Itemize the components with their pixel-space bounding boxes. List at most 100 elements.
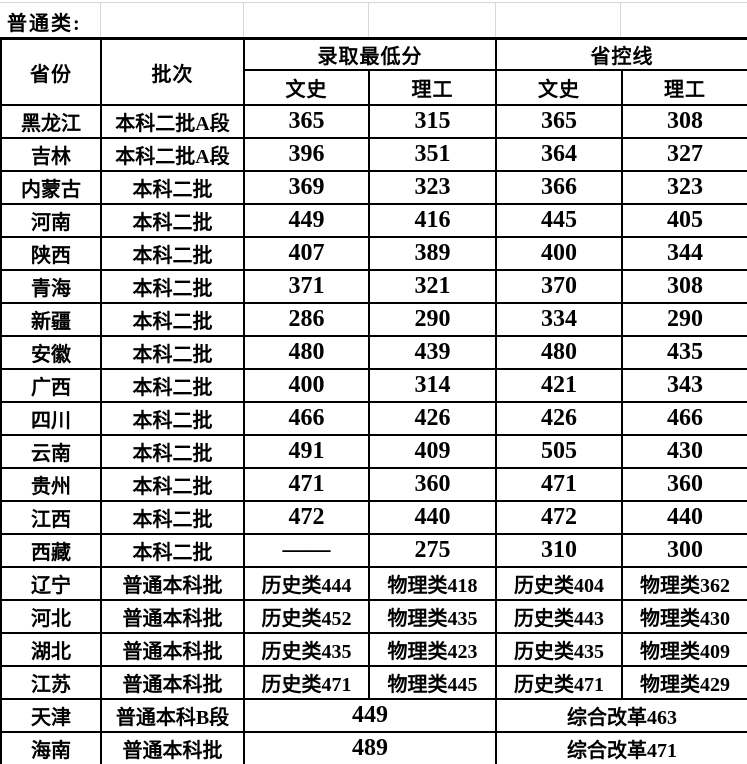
- cell-min-ligong: 389: [368, 236, 497, 271]
- cell-ctrl-wenshi: 445: [495, 203, 623, 238]
- cell-province: 辽宁: [0, 566, 102, 601]
- page-title: 普通类:: [7, 13, 82, 35]
- cell-ctrl-ligong: 344: [621, 236, 747, 271]
- cell-batch: 本科二批: [100, 302, 245, 337]
- spreadsheet-gridline-vertical: [368, 2, 369, 37]
- table-row: 天津 普通本科B段 449 综合改革463: [0, 698, 747, 733]
- cell-min-wenshi: 407: [243, 236, 370, 271]
- cell-ctrl-ligong: 物理类430: [621, 599, 747, 634]
- cell-ctrl-wenshi: 364: [495, 137, 623, 172]
- cell-ctrl-ligong: 343: [621, 368, 747, 403]
- cell-batch: 普通本科批: [100, 599, 245, 634]
- cell-batch: 本科二批A段: [100, 104, 245, 139]
- cell-min-ligong: 323: [368, 170, 497, 205]
- cell-min-ligong: 物理类445: [368, 665, 497, 700]
- cell-min-ligong: 物理类435: [368, 599, 497, 634]
- col-header-min-ligong: 理工: [368, 69, 497, 106]
- cell-province: 贵州: [0, 467, 102, 502]
- cell-province: 内蒙古: [0, 170, 102, 205]
- col-header-batch: 批次: [100, 37, 245, 106]
- cell-ctrl-wenshi: 370: [495, 269, 623, 304]
- spreadsheet-gridline-vertical: [243, 2, 244, 37]
- cell-min-ligong: 315: [368, 104, 497, 139]
- col-header-min-wenshi: 文史: [243, 69, 370, 106]
- cell-ctrl-wenshi: 历史类435: [495, 632, 623, 667]
- spreadsheet-gridline-horizontal: [0, 2, 747, 3]
- cell-min-wenshi: 371: [243, 269, 370, 304]
- table-row: 江西 本科二批 472 440 472 440: [0, 500, 747, 535]
- cell-batch: 本科二批: [100, 368, 245, 403]
- scores-table: 省份 批次 录取最低分 省控线 文史 理工 文史 理工 黑龙江 本科二批A段 3…: [0, 37, 747, 764]
- cell-ctrl-ligong: 360: [621, 467, 747, 502]
- cell-ctrl-merged: 综合改革463: [495, 698, 747, 733]
- col-header-min-score-group: 录取最低分: [243, 37, 497, 71]
- cell-batch: 本科二批: [100, 434, 245, 469]
- spreadsheet-gridline-vertical: [495, 2, 496, 37]
- table-row: 西藏 本科二批 —— 275 310 300: [0, 533, 747, 568]
- cell-province: 河南: [0, 203, 102, 238]
- table-row: 广西 本科二批 400 314 421 343: [0, 368, 747, 403]
- cell-min-ligong: 物理类423: [368, 632, 497, 667]
- cell-ctrl-wenshi: 400: [495, 236, 623, 271]
- cell-min-wenshi: 365: [243, 104, 370, 139]
- table-row: 安徽 本科二批 480 439 480 435: [0, 335, 747, 370]
- cell-batch: 本科二批A段: [100, 137, 245, 172]
- cell-min-ligong: 439: [368, 335, 497, 370]
- cell-ctrl-wenshi: 历史类443: [495, 599, 623, 634]
- cell-ctrl-wenshi: 505: [495, 434, 623, 469]
- cell-ctrl-wenshi: 历史类404: [495, 566, 623, 601]
- cell-batch: 普通本科批: [100, 632, 245, 667]
- cell-ctrl-wenshi: 310: [495, 533, 623, 568]
- table-row: 吉林 本科二批A段 396 351 364 327: [0, 137, 747, 172]
- cell-province: 海南: [0, 731, 102, 764]
- cell-min-ligong: 275: [368, 533, 497, 568]
- cell-min-ligong: 351: [368, 137, 497, 172]
- cell-province: 河北: [0, 599, 102, 634]
- table-row: 贵州 本科二批 471 360 471 360: [0, 467, 747, 502]
- cell-min-ligong: 409: [368, 434, 497, 469]
- table-row: 海南 普通本科批 489 综合改革471: [0, 731, 747, 764]
- cell-ctrl-wenshi: 426: [495, 401, 623, 436]
- table-header-row-groups: 省份 批次 录取最低分 省控线: [0, 37, 747, 106]
- cell-min-wenshi: ——: [243, 533, 370, 568]
- col-header-ctrl-wenshi: 文史: [495, 69, 623, 106]
- table-row: 新疆 本科二批 286 290 334 290: [0, 302, 747, 337]
- cell-min-wenshi: 396: [243, 137, 370, 172]
- cell-ctrl-ligong: 466: [621, 401, 747, 436]
- cell-min-wenshi: 历史类452: [243, 599, 370, 634]
- cell-min-wenshi: 466: [243, 401, 370, 436]
- cell-province: 江苏: [0, 665, 102, 700]
- cell-ctrl-ligong: 430: [621, 434, 747, 469]
- table-row: 青海 本科二批 371 321 370 308: [0, 269, 747, 304]
- cell-ctrl-ligong: 440: [621, 500, 747, 535]
- cell-ctrl-ligong: 290: [621, 302, 747, 337]
- spreadsheet-title-row: 普通类:: [0, 0, 747, 37]
- cell-province: 新疆: [0, 302, 102, 337]
- cell-batch: 本科二批: [100, 236, 245, 271]
- table-row: 辽宁 普通本科批 历史类444 物理类418 历史类404 物理类362: [0, 566, 747, 601]
- cell-province: 湖北: [0, 632, 102, 667]
- table-row: 陕西 本科二批 407 389 400 344: [0, 236, 747, 271]
- cell-ctrl-wenshi: 365: [495, 104, 623, 139]
- cell-ctrl-wenshi: 480: [495, 335, 623, 370]
- table-body: 黑龙江 本科二批A段 365 315 365 308 吉林 本科二批A段 396…: [0, 104, 747, 764]
- table-row: 四川 本科二批 466 426 426 466: [0, 401, 747, 436]
- cell-min-wenshi: 449: [243, 203, 370, 238]
- cell-min-wenshi: 历史类435: [243, 632, 370, 667]
- cell-ctrl-wenshi: 472: [495, 500, 623, 535]
- cell-min-wenshi: 480: [243, 335, 370, 370]
- cell-ctrl-ligong: 323: [621, 170, 747, 205]
- cell-min-merged: 489: [243, 731, 497, 764]
- cell-ctrl-ligong: 405: [621, 203, 747, 238]
- cell-province: 江西: [0, 500, 102, 535]
- cell-min-ligong: 物理类418: [368, 566, 497, 601]
- cell-province: 云南: [0, 434, 102, 469]
- cell-ctrl-ligong: 435: [621, 335, 747, 370]
- cell-province: 安徽: [0, 335, 102, 370]
- cell-batch: 本科二批: [100, 203, 245, 238]
- cell-batch: 本科二批: [100, 500, 245, 535]
- col-header-province: 省份: [0, 37, 102, 106]
- table-row: 湖北 普通本科批 历史类435 物理类423 历史类435 物理类409: [0, 632, 747, 667]
- table-row: 云南 本科二批 491 409 505 430: [0, 434, 747, 469]
